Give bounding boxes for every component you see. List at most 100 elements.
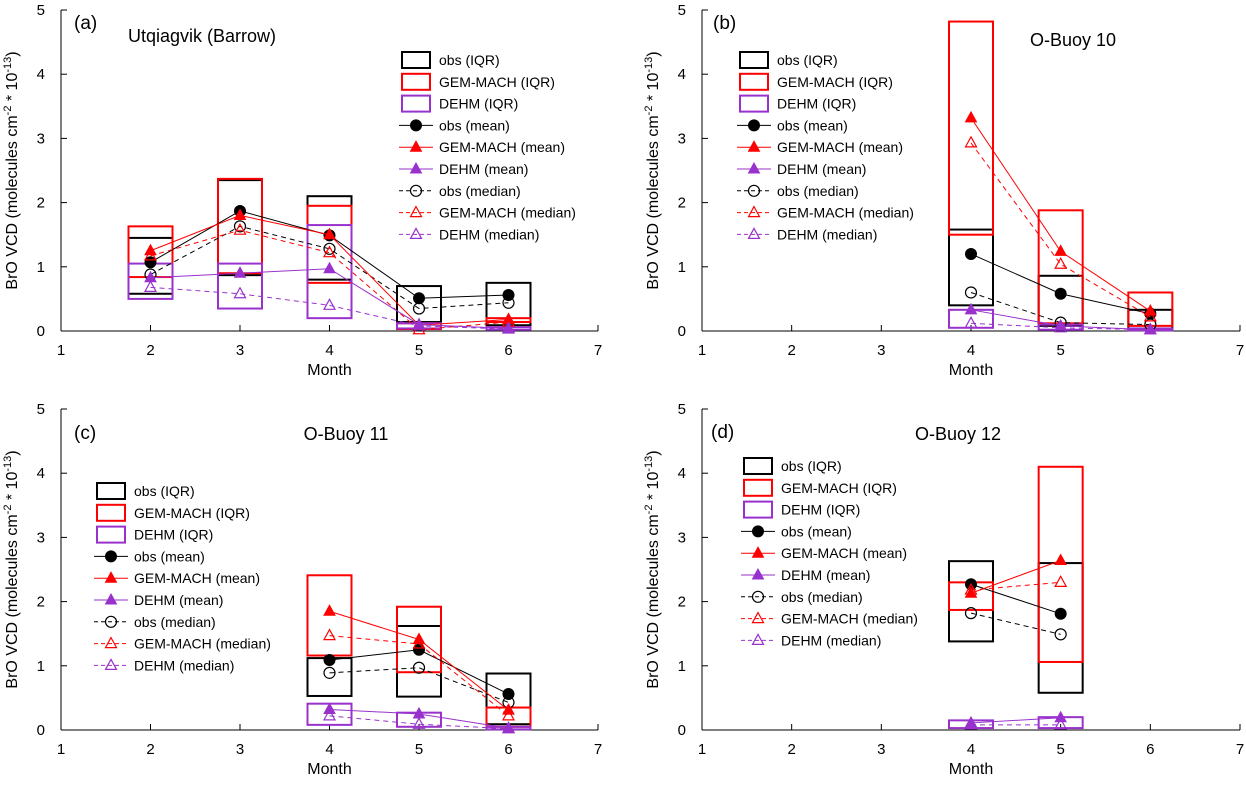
legend-label-obs_iqr: obs (IQR) (439, 52, 500, 68)
legend-swatch-gem_iqr (96, 503, 126, 522)
legend-label-obs_median: obs (median) (134, 614, 216, 630)
legend-swatch-dehm_iqr (96, 525, 126, 544)
x-tick-label: 6 (1146, 342, 1154, 359)
obs-mean-point (323, 654, 336, 667)
legend: obs (IQR) GEM-MACH (IQR) DEHM (IQR) obs (me… (94, 482, 271, 673)
gem-median-point (143, 248, 158, 261)
legend-marker-gem_median (409, 205, 423, 218)
y-tick-label: 1 (37, 658, 45, 675)
legend-swatch-gem_iqr (743, 478, 773, 497)
x-tick-label: 6 (504, 342, 512, 359)
x-tick-label: 2 (146, 342, 154, 359)
y-tick-label: 0 (37, 722, 45, 739)
legend-label-obs_median: obs (median) (439, 183, 521, 199)
y-axis-label: BrO VCD (molecules cm-2 * 10-13) (643, 450, 662, 688)
y-tick-label: 1 (37, 259, 45, 276)
y-tick-label: 2 (678, 195, 686, 212)
x-axis-label: Month (949, 761, 993, 778)
y-tick-label: 0 (678, 323, 686, 340)
obs-median-point (233, 220, 247, 233)
legend-label-dehm_median: DEHM (median) (439, 226, 539, 242)
y-axis-label: BrO VCD (molecules cm-2 * 10-13) (643, 51, 662, 289)
obs-iqr-box (948, 560, 994, 643)
legend-swatch-dehm_iqr (401, 94, 431, 113)
obs-mean-point (1054, 607, 1067, 620)
dehm-iqr-box (306, 224, 353, 320)
gem-mean-line (970, 560, 1061, 594)
legend-label-dehm_mean: DEHM (mean) (134, 592, 223, 608)
legend-marker-gem_mean (409, 140, 423, 152)
legend-label-dehm_iqr: DEHM (IQR) (439, 96, 518, 112)
legend-label-dehm_median: DEHM (median) (781, 632, 881, 648)
gem-mean-point (1054, 553, 1068, 566)
gem-median-point (964, 135, 978, 148)
legend-swatch-obs_iqr (739, 51, 769, 69)
legend-swatch-gem_iqr (739, 72, 769, 91)
dehm-median-point (1143, 322, 1157, 335)
gem-median-point (322, 628, 337, 641)
legend-label-gem_median: GEM-MACH (median) (134, 636, 271, 652)
legend-swatch-obs_iqr (401, 51, 431, 69)
gem-mean-point (964, 586, 978, 598)
panel-title: Utqiagvik (Barrow) (128, 26, 276, 46)
x-tick-label: 4 (325, 741, 333, 758)
gem-iqr-box (396, 605, 442, 674)
panel-title: O-Buoy 12 (915, 424, 1001, 444)
legend-label-dehm_median: DEHM (median) (777, 226, 877, 242)
dehm-mean-point (233, 266, 247, 278)
y-tick-label: 3 (678, 529, 686, 546)
legend: obs (IQR) GEM-MACH (IQR) DEHM (IQR) obs (me… (399, 51, 576, 242)
y-axis-label: BrO VCD (molecules cm-2 * 10-13) (2, 51, 21, 289)
x-tick-label: 3 (877, 342, 885, 359)
legend-label-gem_iqr: GEM-MACH (IQR) (781, 480, 897, 496)
legend-label-obs_mean: obs (mean) (439, 117, 510, 133)
legend-label-obs_median: obs (median) (777, 183, 859, 199)
panel-tag: (d) (711, 422, 734, 443)
y-tick-label: 2 (678, 594, 686, 611)
x-axis-label: Month (307, 761, 351, 778)
x-tick-label: 1 (57, 741, 65, 758)
x-tick-label: 4 (967, 342, 975, 359)
dehm-iqr-box (217, 262, 263, 310)
legend-label-dehm_iqr: DEHM (IQR) (777, 96, 856, 112)
x-tick-label: 7 (594, 741, 602, 758)
gem-median-line (970, 581, 1061, 591)
legend-label-dehm_mean: DEHM (mean) (439, 161, 528, 177)
dehm-mean-point (964, 302, 978, 315)
gem-mean-point (233, 208, 247, 220)
legend-label-gem_mean: GEM-MACH (mean) (777, 139, 903, 155)
gem-mean-point (964, 110, 978, 123)
legend-marker-obs_median (104, 615, 118, 628)
gem-median-line (970, 142, 1151, 318)
x-tick-label: 6 (1146, 741, 1154, 758)
obs-median-point (964, 607, 978, 620)
x-tick-label: 3 (236, 342, 244, 359)
obs-mean-point (144, 256, 157, 269)
legend-marker-obs_median (409, 184, 423, 197)
panel-tag: (a) (74, 13, 97, 34)
obs-iqr-box (1037, 274, 1084, 327)
legend-label-dehm_iqr: DEHM (IQR) (781, 502, 860, 518)
gem-median-point (412, 636, 426, 649)
dehm-mean-point (1054, 710, 1068, 723)
gem-iqr-box (948, 20, 994, 236)
obs-mean-point (965, 247, 977, 260)
dehm-median-point (1054, 320, 1068, 333)
legend-label-obs_iqr: obs (IQR) (781, 458, 842, 474)
x-tick-label: 2 (146, 741, 154, 758)
legend-marker-gem_median (104, 636, 118, 649)
legend-marker-gem_median (747, 205, 761, 218)
legend-marker-dehm_mean (747, 161, 761, 174)
y-tick-label: 4 (37, 465, 45, 482)
obs-mean-line (970, 253, 1151, 315)
y-tick-label: 2 (37, 195, 45, 212)
gem-median-point (964, 582, 978, 595)
panel-tag: (c) (74, 423, 96, 444)
x-tick-label: 1 (698, 741, 706, 758)
gem-median-point (501, 708, 516, 721)
dehm-median-point (501, 721, 516, 734)
gem-median-point (1143, 309, 1157, 322)
legend-swatch-dehm_iqr (743, 500, 773, 519)
legend-marker-gem_median (751, 611, 765, 624)
